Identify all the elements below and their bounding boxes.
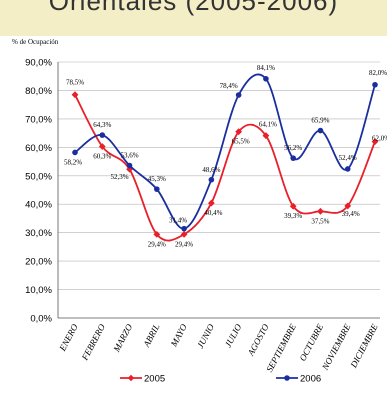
data-label-2005: 60,3% xyxy=(93,152,111,160)
x-tick-label: ABRIL xyxy=(141,322,162,349)
data-point-2005 xyxy=(344,202,352,210)
data-point-2005 xyxy=(235,128,243,136)
banner-title: Orientales (2005-2006) xyxy=(48,0,339,16)
data-point-2005 xyxy=(289,202,297,210)
data-label-2006: 82,0% xyxy=(369,69,387,77)
data-point-2006 xyxy=(235,92,242,98)
data-label-2005: 78,5% xyxy=(66,79,84,87)
data-label-2006: 45,3% xyxy=(148,175,166,183)
y-tick-label: 20,0% xyxy=(25,257,52,268)
data-label-2005: 40,4% xyxy=(204,209,222,217)
data-label-2005: 29,4% xyxy=(175,240,193,248)
y-tick-label: 60,0% xyxy=(25,143,52,154)
data-point-2005 xyxy=(153,230,161,238)
y-tick-label: 40,0% xyxy=(25,200,52,211)
data-label-2006: 53,6% xyxy=(120,152,138,160)
data-label-2005: 39,4% xyxy=(342,210,360,218)
x-tick-label: DICIEMBRE xyxy=(348,322,380,370)
x-tick-label: SEPTIEMBRE xyxy=(264,322,298,374)
data-label-2006: 31,4% xyxy=(169,217,187,225)
y-tick-label: 90,0% xyxy=(25,58,52,69)
data-point-2006 xyxy=(290,155,296,161)
data-label-2006: 78,4% xyxy=(220,82,238,90)
y-tick-label: 10,0% xyxy=(25,285,52,296)
data-point-2006 xyxy=(263,75,269,82)
data-label-2006: 48,6% xyxy=(202,166,220,174)
data-label-2006: 84,1% xyxy=(257,64,275,72)
data-label-2005: 37,5% xyxy=(311,217,329,225)
x-tick-label: JULIO xyxy=(223,322,244,349)
data-label-2005: 62,0% xyxy=(372,135,387,143)
data-point-2005 xyxy=(262,132,270,140)
y-tick-label: 0,0% xyxy=(30,314,52,325)
title-banner: Orientales (2005-2006) xyxy=(0,0,387,36)
data-point-2005 xyxy=(71,91,79,99)
data-label-2005: 29,4% xyxy=(148,240,166,248)
x-tick-label: MAYO xyxy=(168,322,189,349)
data-label-2006: 58,2% xyxy=(64,158,82,166)
y-tick-label: 30,0% xyxy=(25,228,52,239)
data-point-2006 xyxy=(99,132,106,138)
legend-marker-2006 xyxy=(284,375,290,381)
data-label-2006: 64,3% xyxy=(93,121,111,129)
data-point-2005 xyxy=(98,143,106,150)
legend-label-2005: 2005 xyxy=(144,374,165,385)
data-label-2006: 52,4% xyxy=(339,154,357,162)
y-tick-label: 70,0% xyxy=(25,114,52,125)
data-label-2005: 52,3% xyxy=(110,173,128,181)
x-tick-label: ENERO xyxy=(57,322,80,354)
legend-label-2006: 2006 xyxy=(300,374,321,385)
x-tick-label: AGOSTO xyxy=(245,322,271,358)
data-point-2006 xyxy=(208,176,215,183)
y-tick-label: 80,0% xyxy=(25,86,52,97)
data-label-2006: 56,2% xyxy=(284,144,302,152)
x-tick-label: MARZO xyxy=(111,322,135,355)
data-point-2006 xyxy=(154,186,160,192)
data-point-2006 xyxy=(181,225,187,232)
data-label-2005: 65,5% xyxy=(232,138,250,146)
series-line-2005 xyxy=(74,94,376,242)
data-point-2006 xyxy=(317,127,324,134)
data-point-2005 xyxy=(371,138,379,146)
data-point-2005 xyxy=(180,230,188,238)
x-tick-label: FEBRERO xyxy=(79,322,107,363)
y-tick-label: 50,0% xyxy=(25,171,52,182)
data-label-2005: 39,3% xyxy=(284,212,302,220)
data-point-2006 xyxy=(126,162,133,169)
y-axis-label: % de Ocupación xyxy=(12,38,59,46)
x-tick-label: JUNIO xyxy=(195,322,216,350)
data-label-2005: 64,1% xyxy=(259,121,277,129)
data-point-2006 xyxy=(344,166,351,172)
data-point-2006 xyxy=(72,149,78,156)
x-tick-label: OCTUBRE xyxy=(297,322,325,363)
data-point-2005 xyxy=(317,207,324,215)
data-point-2005 xyxy=(207,199,215,207)
legend-marker-2005 xyxy=(127,374,135,382)
data-label-2006: 65,9% xyxy=(311,117,329,125)
data-point-2006 xyxy=(372,81,378,88)
